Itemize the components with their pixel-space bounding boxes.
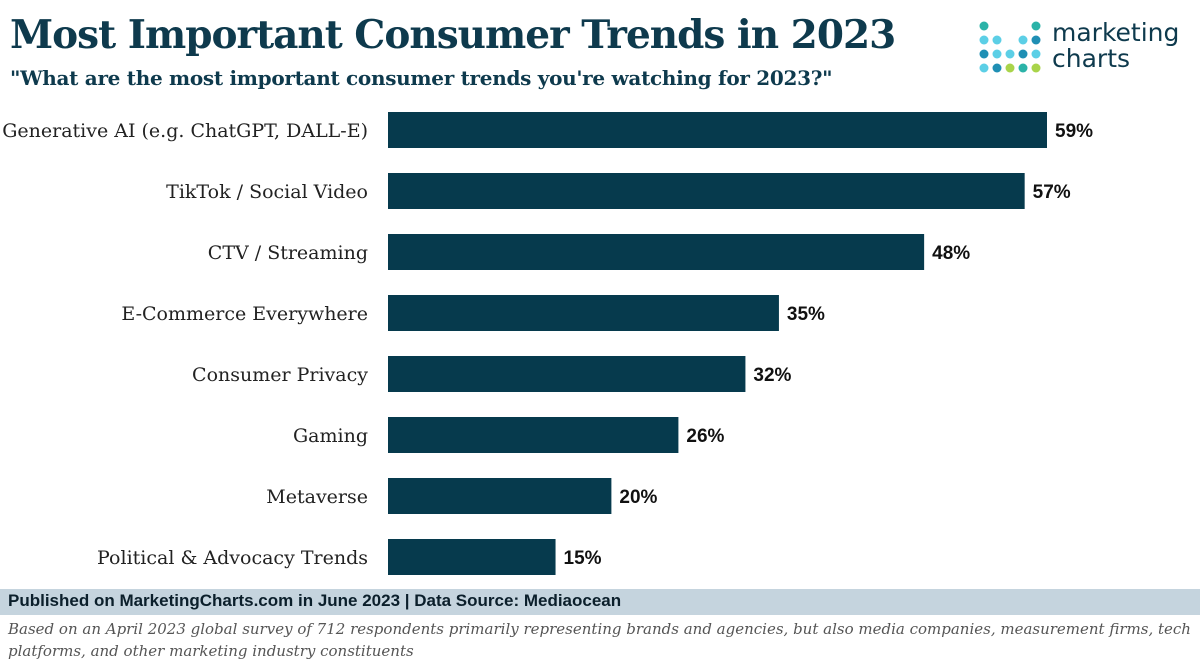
category-label: TikTok / Social Video — [166, 181, 368, 203]
logo-dot — [1018, 49, 1028, 59]
value-label: 20% — [619, 487, 657, 508]
bar — [388, 356, 746, 392]
bar — [388, 295, 779, 331]
chart-subtitle: "What are the most important consumer tr… — [10, 66, 833, 90]
footer-published: Published on MarketingCharts.com in June… — [8, 591, 622, 610]
category-label: E-Commerce Everywhere — [121, 303, 368, 325]
bar — [388, 539, 556, 575]
logo-dot — [992, 35, 1002, 45]
chart-title: Most Important Consumer Trends in 2023 — [10, 12, 896, 58]
bar — [388, 478, 612, 514]
category-label: Consumer Privacy — [192, 364, 368, 386]
category-label: Generative AI (e.g. ChatGPT, DALL-E) — [2, 120, 368, 142]
value-label: 59% — [1055, 121, 1093, 142]
logo-dot — [979, 21, 989, 31]
logo-dot — [1005, 49, 1015, 59]
marketingcharts-logo: marketing charts — [978, 20, 1193, 78]
logo-dots-icon — [979, 21, 1041, 73]
logo-dot — [1018, 63, 1028, 73]
logo-dot — [1031, 63, 1041, 73]
bar — [388, 234, 925, 270]
value-label: 26% — [686, 426, 724, 447]
bar — [388, 173, 1025, 209]
value-label: 35% — [787, 304, 825, 325]
logo-dot — [979, 63, 989, 73]
logo-dot — [979, 35, 989, 45]
logo-dot — [1031, 49, 1041, 59]
category-label: Political & Advocacy Trends — [97, 547, 368, 569]
logo-dot — [1031, 35, 1041, 45]
bar-chart: Generative AI (e.g. ChatGPT, DALL-E) 59% T… — [2, 112, 1093, 575]
bar — [388, 417, 679, 453]
value-label: 32% — [753, 365, 791, 386]
logo-dot — [1031, 21, 1041, 31]
footer-band: Published on MarketingCharts.com in June… — [0, 589, 1200, 615]
value-label: 48% — [932, 243, 970, 264]
category-label: CTV / Streaming — [208, 242, 368, 264]
category-label: Metaverse — [266, 486, 368, 508]
logo-dot — [1005, 63, 1015, 73]
value-label: 57% — [1033, 182, 1071, 203]
bar — [388, 112, 1047, 148]
category-label: Gaming — [293, 425, 368, 447]
footer-note: Based on an April 2023 global survey of … — [8, 620, 1191, 660]
logo-dot — [992, 63, 1002, 73]
logo-dot — [992, 49, 1002, 59]
logo-dot — [979, 49, 989, 59]
logo-dot — [1018, 35, 1028, 45]
logo-text: marketing charts — [1052, 20, 1179, 72]
logo-text-line2: charts — [1052, 44, 1131, 73]
value-label: 15% — [564, 548, 602, 569]
logo-text-line1: marketing — [1052, 18, 1180, 47]
